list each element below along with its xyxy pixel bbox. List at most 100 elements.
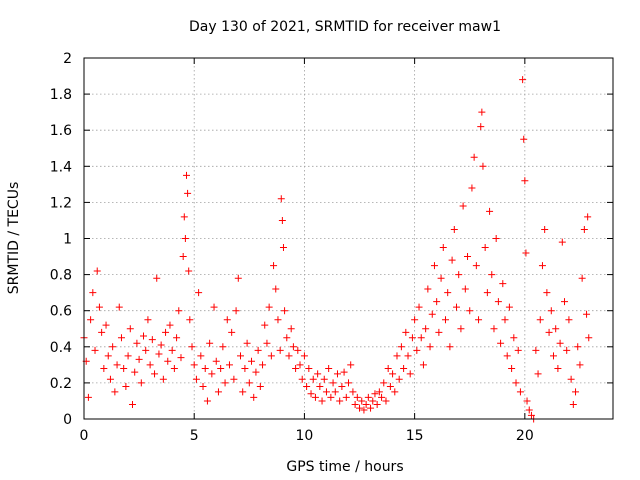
- data-point: [499, 280, 507, 288]
- axis-ticks: [83, 57, 613, 420]
- data-point: [404, 352, 412, 360]
- data-point: [259, 361, 267, 369]
- x-axis-label: GPS time / hours: [286, 459, 403, 475]
- data-point: [166, 321, 174, 329]
- y-tick-label: 1.2: [50, 195, 72, 211]
- data-point: [367, 404, 375, 412]
- data-point: [270, 262, 278, 270]
- data-point: [340, 368, 348, 376]
- data-point: [230, 375, 238, 383]
- data-point: [561, 298, 569, 306]
- data-point: [137, 379, 145, 387]
- data-point: [192, 375, 200, 383]
- data-point: [538, 262, 546, 270]
- data-point: [382, 397, 390, 405]
- data-point: [219, 343, 227, 351]
- data-point: [98, 328, 106, 336]
- data-point: [349, 388, 357, 396]
- data-point: [433, 298, 441, 306]
- y-tick-label: 1.6: [50, 123, 72, 139]
- data-point: [276, 346, 284, 354]
- data-point: [514, 346, 522, 354]
- data-point: [243, 339, 251, 347]
- data-point: [277, 195, 285, 203]
- data-point: [477, 123, 485, 131]
- data-point: [245, 379, 253, 387]
- data-point: [523, 397, 531, 405]
- data-point: [521, 177, 529, 185]
- data-point: [153, 274, 161, 282]
- data-point: [289, 343, 297, 351]
- data-point: [466, 307, 474, 315]
- data-point: [234, 274, 242, 282]
- data-point: [510, 334, 518, 342]
- data-point: [583, 310, 591, 318]
- data-point: [128, 401, 136, 409]
- data-point: [184, 189, 192, 197]
- data-point: [415, 303, 423, 311]
- data-point: [252, 368, 260, 376]
- data-point: [87, 316, 95, 324]
- data-point: [402, 328, 410, 336]
- data-point: [428, 310, 436, 318]
- data-point: [481, 244, 489, 252]
- data-point: [91, 346, 99, 354]
- data-point: [455, 271, 463, 279]
- data-point: [417, 334, 425, 342]
- data-point: [144, 316, 152, 324]
- data-point: [351, 401, 359, 409]
- data-point: [356, 404, 364, 412]
- data-point: [221, 379, 229, 387]
- data-point: [373, 401, 381, 409]
- data-point: [303, 383, 311, 391]
- data-point: [520, 135, 528, 143]
- data-point: [190, 361, 198, 369]
- data-point: [164, 357, 172, 365]
- data-point: [369, 397, 377, 405]
- data-point: [320, 375, 328, 383]
- data-point: [358, 397, 366, 405]
- data-point: [488, 271, 496, 279]
- data-point: [217, 364, 225, 372]
- data-point: [146, 361, 154, 369]
- data-point: [309, 375, 317, 383]
- data-point: [197, 352, 205, 360]
- data-point: [329, 379, 337, 387]
- data-point: [170, 364, 178, 372]
- data-point: [180, 213, 188, 221]
- x-tick-label: 5: [190, 428, 199, 444]
- data-point: [483, 289, 491, 297]
- data-point: [316, 383, 324, 391]
- data-point: [384, 364, 392, 372]
- data-point: [572, 388, 580, 396]
- data-point: [181, 235, 189, 242]
- data-point: [543, 289, 551, 297]
- data-point: [151, 370, 159, 378]
- y-tick-label: 2: [63, 51, 72, 67]
- data-point: [558, 238, 566, 246]
- data-point: [195, 289, 203, 297]
- data-point: [364, 393, 372, 401]
- data-point: [444, 289, 452, 297]
- data-point: [549, 352, 557, 360]
- x-tick-label: 20: [516, 428, 534, 444]
- data-point: [131, 368, 139, 376]
- data-point: [281, 307, 289, 315]
- data-point: [519, 76, 527, 84]
- data-point: [580, 225, 588, 233]
- data-point: [120, 364, 128, 372]
- data-point: [503, 352, 511, 360]
- data-point: [206, 339, 214, 347]
- data-point: [292, 364, 300, 372]
- data-point: [331, 388, 339, 396]
- y-tick-label: 0.6: [50, 304, 72, 320]
- data-point: [501, 316, 509, 324]
- data-point: [298, 375, 306, 383]
- data-point: [527, 411, 535, 419]
- data-point: [100, 364, 108, 372]
- data-point: [311, 393, 319, 401]
- data-point: [102, 321, 110, 329]
- data-point: [115, 303, 123, 311]
- data-point: [439, 244, 447, 252]
- data-points: [80, 76, 593, 423]
